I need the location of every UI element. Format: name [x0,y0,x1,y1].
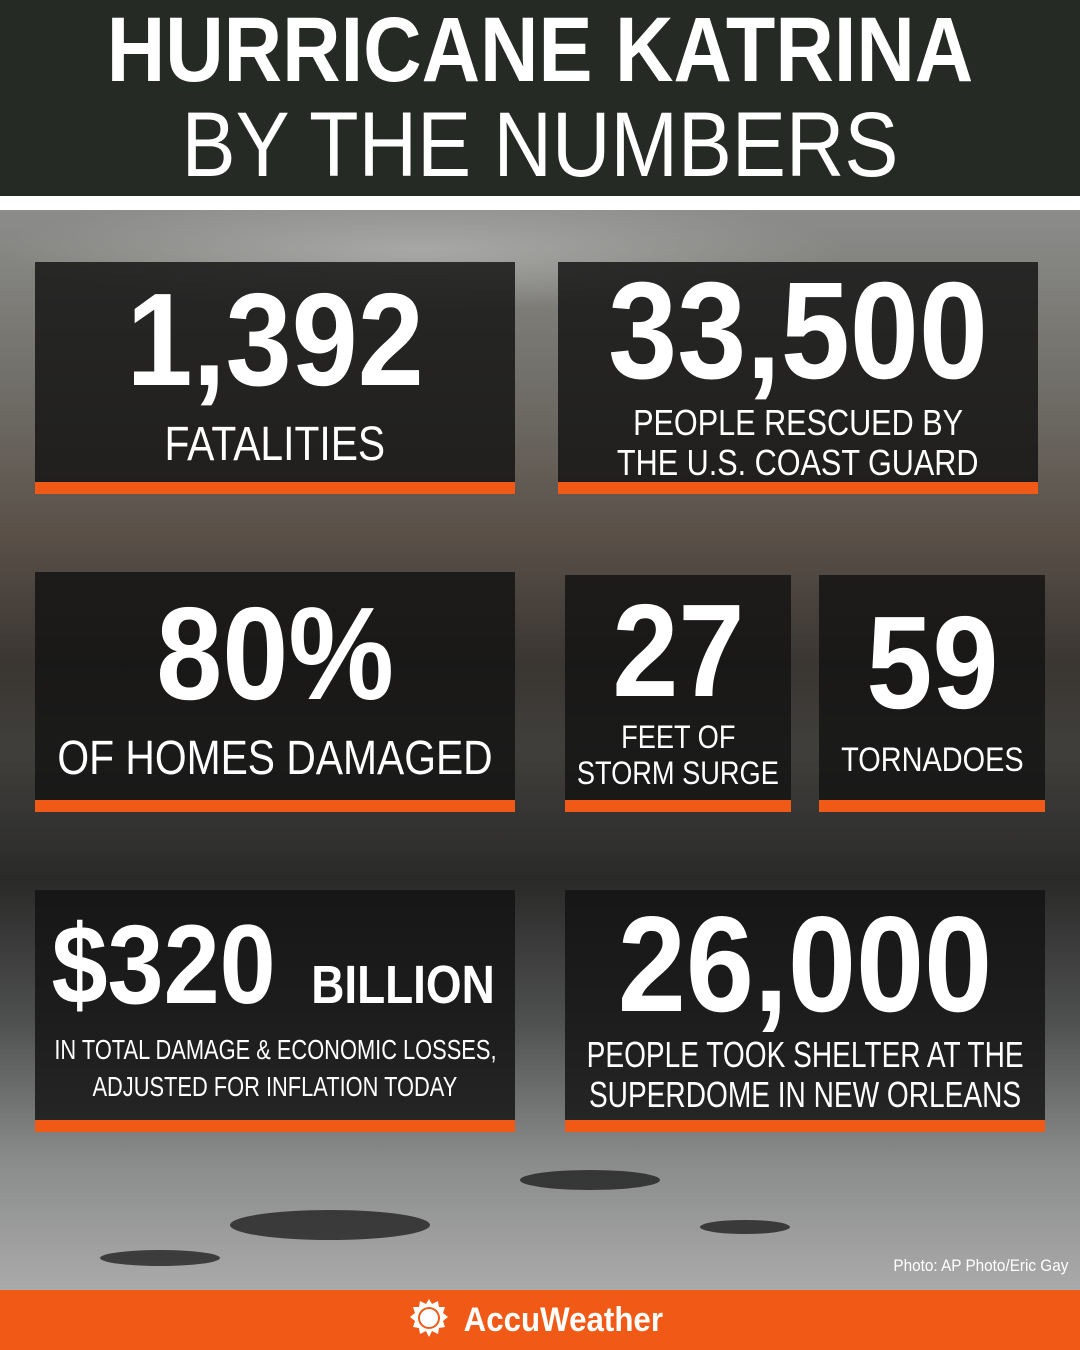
stat-damage: $320 BILLION IN TOTAL DAMAGE & ECONOMIC L… [35,890,515,1132]
title-line-1: HURRICANE KATRINA [106,0,974,101]
stat-value: 59 [865,588,999,736]
stat-superdome: 26,000 PEOPLE TOOK SHELTER AT THE SUPERD… [565,890,1045,1132]
stat-value: 80% [156,579,394,727]
header: HURRICANE KATRINA BY THE NUMBERS [0,0,1080,196]
stat-label-line-1: PEOPLE RESCUED BY [633,402,963,444]
title-line-2: BY THE NUMBERS [181,94,899,196]
photo-credit: Photo: AP Photo/Eric Gay [893,1256,1068,1275]
stat-unit: BILLION [310,954,495,1015]
stat-label-line-2: ADJUSTED FOR INFLATION TODAY [92,1071,458,1102]
stat-label-line-1: FEET OF [620,718,736,755]
stat-label: OF HOMES DAMAGED [57,731,493,785]
stat-homes-damaged: 80% OF HOMES DAMAGED [35,572,515,812]
stat-storm-surge: 27 FEET OF STORM SURGE [565,575,791,812]
stat-value: 26,000 [617,888,993,1041]
stat-fatalities: 1,392 FATALITIES [35,262,515,494]
stat-label-line-1: IN TOTAL DAMAGE & ECONOMIC LOSSES, [53,1033,497,1065]
stat-tornadoes: 59 TORNADOES [819,575,1045,812]
stat-label-line-2: STORM SURGE [576,754,780,791]
stat-value: 33,500 [608,254,988,409]
footer: AccuWeather [0,1290,1080,1350]
stat-value: 27 [611,576,745,724]
accuweather-logo: AccuWeather [463,1301,663,1339]
stat-label: FATALITIES [164,417,386,471]
stat-value: $320 [51,901,277,1027]
stat-label-line-2: THE U.S. COAST GUARD [617,442,979,483]
stat-rescued: 33,500 PEOPLE RESCUED BY THE U.S. COAST … [558,262,1038,494]
stat-value: 1,392 [126,265,424,413]
stat-label-line-1: PEOPLE TOOK SHELTER AT THE [586,1034,1024,1076]
stat-label-line-2: SUPERDOME IN NEW ORLEANS [588,1074,1022,1115]
stat-label: TORNADOES [840,740,1024,779]
sun-icon [409,1298,449,1343]
